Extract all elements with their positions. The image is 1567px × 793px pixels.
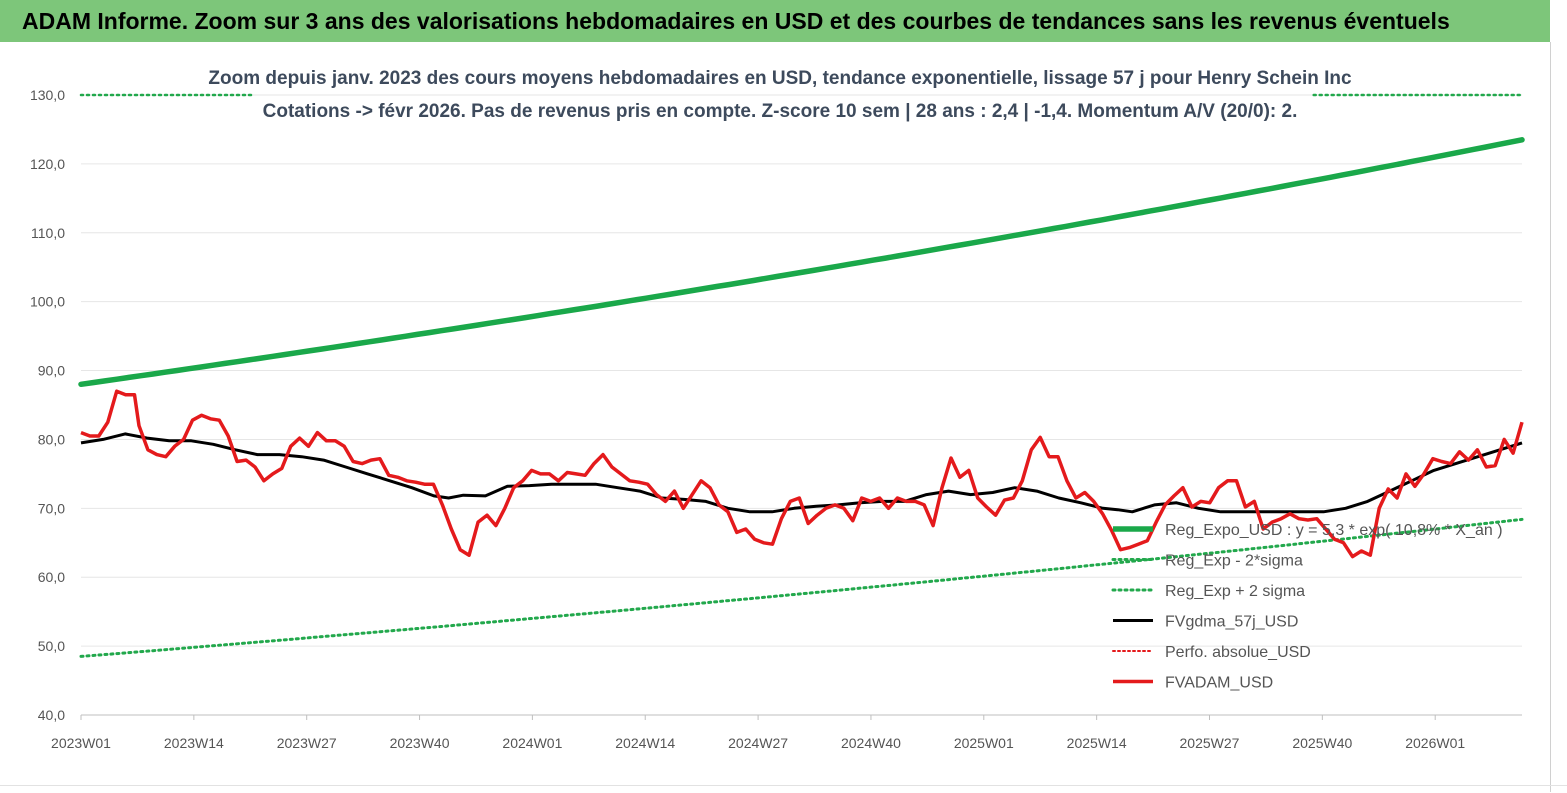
chart-subtitle-line1: Zoom depuis janv. 2023 des cours moyens … [208, 68, 1352, 89]
x-tick-label: 2024W27 [728, 735, 788, 751]
x-tick-label: 2023W14 [164, 735, 224, 751]
series-reg-minus-2sigma [79, 517, 1524, 658]
y-tick-label: 40,0 [38, 707, 65, 723]
legend-label: Perfo. absolue_USD [1165, 644, 1311, 661]
x-tick-label: 2026W01 [1405, 735, 1465, 751]
y-tick-label: 60,0 [38, 569, 65, 585]
gridlines [81, 94, 1522, 716]
x-tick-label: 2023W27 [277, 735, 337, 751]
x-tick-label: 2025W40 [1292, 735, 1352, 751]
legend: Reg_Expo_USD : y = 5,3 * exp( 10,8% * X_… [1111, 522, 1503, 692]
y-tick-label: 50,0 [38, 638, 65, 654]
x-tick-label: 2023W01 [51, 735, 111, 751]
y-tick-label: 80,0 [38, 431, 65, 447]
legend-label: Reg_Exp + 2 sigma [1165, 583, 1305, 600]
right-edge [1550, 42, 1561, 792]
series-lines [78, 93, 1525, 658]
bottom-edge [0, 785, 1567, 793]
x-tick-label: 2024W40 [841, 735, 901, 751]
legend-label: Reg_Expo_USD : y = 5,3 * exp( 10,8% * X_… [1165, 522, 1503, 539]
y-tick-label: 110,0 [31, 225, 65, 241]
report-banner-title: ADAM Informe. Zoom sur 3 ans des valoris… [0, 0, 1550, 42]
y-tick-label: 100,0 [30, 294, 65, 310]
legend-label: FVgdma_57j_USD [1165, 614, 1298, 631]
series-fvgdma [80, 432, 1523, 514]
y-tick-label: 90,0 [38, 363, 65, 379]
x-tick-label: 2024W14 [615, 735, 675, 751]
series-fvadam [80, 389, 1524, 559]
y-tick-label: 130,0 [30, 87, 65, 103]
x-tick-label: 2025W27 [1180, 735, 1240, 751]
chart-subtitle-line2: Cotations -> févr 2026. Pas de revenus p… [263, 101, 1298, 122]
x-tick-label: 2025W01 [954, 735, 1014, 751]
x-axis-ticks: 2023W01 2023W14 2023W27 2023W40 2024W01 2024W… [51, 715, 1465, 751]
legend-label: FVADAM_USD [1165, 675, 1273, 692]
y-tick-label: 120,0 [30, 156, 65, 172]
legend-label: Reg_Exp - 2*sigma [1165, 553, 1303, 570]
y-tick-label: 70,0 [38, 500, 65, 516]
x-tick-label: 2023W40 [390, 735, 450, 751]
x-tick-label: 2024W01 [502, 735, 562, 751]
x-tick-label: 2025W14 [1067, 735, 1127, 751]
y-axis-ticks: 40,0 50,0 60,0 70,0 80,0 90,0 100,0 110,0 120,0 1… [30, 87, 65, 723]
series-reg-expo [78, 137, 1525, 388]
